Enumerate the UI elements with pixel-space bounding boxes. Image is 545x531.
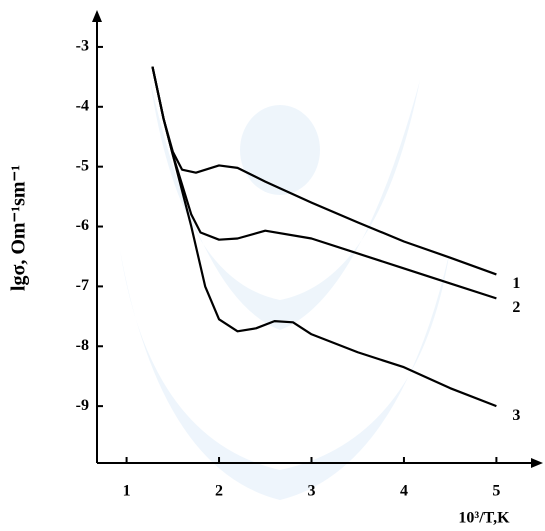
- y-tick-label: -6: [76, 217, 89, 234]
- y-tick-label: -5: [76, 157, 89, 174]
- y-arrow: [92, 10, 102, 22]
- x-axis-label: 10³/T,K: [458, 510, 510, 527]
- series-label: 2: [512, 299, 520, 316]
- x-tick-label: 3: [307, 483, 315, 500]
- x-tick-label: 5: [492, 483, 500, 500]
- y-tick-label: -8: [76, 337, 89, 354]
- y-tick-label: -4: [76, 97, 89, 114]
- y-tick-label: -9: [76, 397, 89, 414]
- y-tick-label: -7: [76, 277, 89, 294]
- series-label: 3: [512, 407, 520, 424]
- line-series: [151, 66, 497, 408]
- series-label: 1: [512, 275, 520, 292]
- x-tick-label: 4: [400, 483, 408, 500]
- y-tick-label: -3: [76, 38, 89, 55]
- x-tick-label: 1: [123, 483, 131, 500]
- x-arrow: [531, 458, 543, 468]
- x-tick-label: 2: [215, 483, 223, 500]
- line-series: [151, 66, 497, 300]
- y-axis-label: lgσ, Om⁻¹sm⁻¹: [8, 165, 30, 291]
- watermark: [120, 80, 450, 500]
